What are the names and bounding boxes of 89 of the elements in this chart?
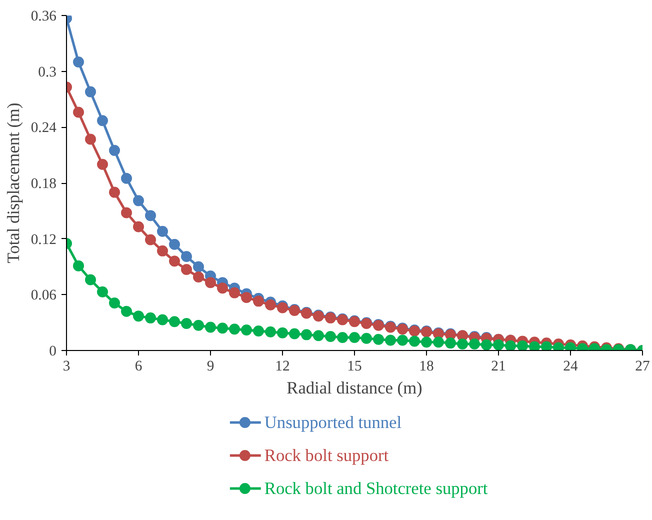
point	[217, 282, 228, 294]
point	[181, 251, 192, 262]
point	[85, 134, 96, 145]
point	[109, 144, 120, 156]
point	[361, 332, 372, 344]
x-tick-label: 21	[491, 358, 506, 374]
point	[73, 56, 84, 68]
point	[133, 310, 144, 322]
point	[181, 264, 192, 276]
point	[229, 287, 240, 298]
point	[457, 338, 468, 350]
point	[169, 238, 180, 250]
point	[193, 320, 204, 331]
point	[373, 334, 384, 345]
point	[181, 318, 192, 330]
y-axis-title: Total displacement (m)	[4, 102, 23, 264]
point	[493, 339, 504, 350]
point	[85, 86, 96, 98]
point	[277, 327, 288, 338]
point	[541, 341, 552, 350]
point	[133, 221, 144, 232]
x-tick-label: 9	[206, 358, 214, 374]
x-tick-label: 6	[134, 358, 142, 374]
point	[97, 286, 108, 298]
x-tick-label: 15	[347, 358, 362, 374]
x-tick-label: 27	[635, 358, 650, 374]
point	[229, 324, 240, 335]
point	[349, 332, 360, 343]
point	[97, 158, 108, 170]
point	[133, 195, 144, 206]
point	[445, 338, 456, 349]
point	[205, 277, 216, 288]
point	[157, 226, 168, 237]
point	[109, 186, 120, 198]
point	[529, 341, 540, 350]
point	[253, 325, 264, 336]
x-tick-label: 18	[419, 358, 434, 374]
point	[481, 339, 492, 350]
point	[193, 271, 204, 282]
x-tick-label: 12	[275, 358, 290, 374]
point	[313, 330, 324, 342]
point	[241, 292, 252, 303]
legend-label: Rock bolt support	[264, 446, 389, 465]
y-tick-label: 0.3	[38, 64, 57, 80]
point	[409, 336, 420, 347]
point	[517, 340, 528, 350]
point	[73, 260, 84, 272]
legend-label: Rock bolt and Shotcrete support	[264, 479, 488, 498]
point	[157, 245, 168, 256]
point	[265, 299, 276, 310]
y-tick-label: 0.36	[30, 8, 57, 24]
point	[385, 334, 396, 346]
point	[157, 314, 168, 326]
point	[169, 256, 180, 267]
point	[193, 261, 204, 272]
point	[241, 324, 252, 336]
point	[169, 316, 180, 328]
x-tick-label: 3	[62, 358, 70, 374]
point	[289, 328, 300, 340]
point	[145, 234, 156, 246]
y-tick-label: 0.24	[30, 120, 58, 136]
point	[301, 329, 312, 340]
y-tick-label: 0.12	[30, 232, 57, 248]
point	[145, 210, 156, 222]
point	[205, 322, 216, 333]
y-tick-label: 0.06	[30, 288, 57, 304]
point	[325, 331, 336, 342]
point	[469, 338, 480, 350]
point	[121, 306, 132, 317]
point	[421, 336, 432, 348]
y-tick-label: 0.18	[30, 176, 57, 192]
point	[505, 340, 516, 350]
point	[337, 332, 348, 343]
y-tick-label: 0	[49, 344, 56, 360]
point	[145, 312, 156, 324]
point	[121, 172, 132, 184]
x-tick-label: 24	[563, 358, 578, 374]
point	[253, 296, 264, 307]
point	[85, 274, 96, 286]
point	[397, 334, 408, 346]
point	[265, 326, 276, 338]
point	[97, 115, 108, 126]
point	[121, 207, 132, 218]
point	[433, 336, 444, 348]
point	[73, 106, 84, 118]
point	[109, 298, 120, 309]
x-axis-title: Radial distance (m)	[286, 378, 423, 398]
point	[217, 322, 228, 334]
legend-label: Unsupported tunnel	[264, 413, 402, 432]
